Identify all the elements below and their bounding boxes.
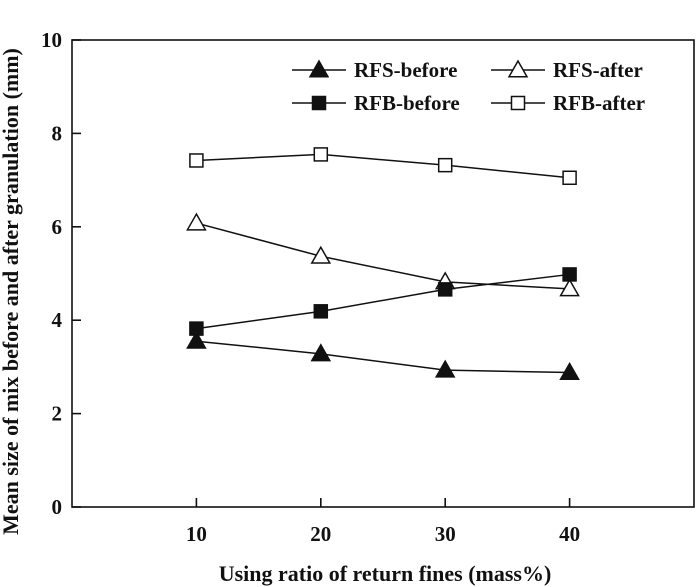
legend-marker (311, 95, 327, 111)
series-line (196, 340, 570, 374)
y-tick-label: 2 (52, 402, 63, 426)
series-rfs-after (186, 212, 580, 297)
series-rfb-before (189, 267, 577, 336)
series-layer (186, 147, 580, 381)
legend-marker (510, 95, 526, 111)
legend-marker (308, 59, 330, 78)
data-point (562, 170, 577, 186)
y-axis-label: Mean size of mix before and after granul… (0, 48, 23, 535)
x-tick-label: 40 (559, 522, 580, 546)
x-tick-label: 10 (186, 522, 207, 546)
series-rfb-after (189, 147, 577, 186)
data-point (310, 343, 332, 362)
plot-area-frame (71, 39, 695, 508)
legend-label: RFS-after (553, 58, 643, 82)
legend-label: RFB-after (553, 91, 645, 115)
data-point (559, 361, 580, 381)
x-tick-label: 30 (435, 522, 456, 546)
legend-label: RFB-before (354, 91, 460, 115)
plot-frame (71, 39, 695, 508)
axis-ticks: 10 20 30 40 0 2 4 6 8 10 (41, 28, 580, 546)
legend-label: RFS-before (354, 58, 457, 82)
data-point (313, 147, 329, 162)
data-point (186, 330, 207, 349)
legend-item-rfb-after: RFB-after (491, 91, 645, 115)
y-tick-label: 0 (52, 495, 63, 519)
legend-marker (507, 59, 529, 78)
data-point (189, 153, 204, 168)
data-point (437, 157, 453, 173)
y-tick-label: 6 (52, 215, 63, 239)
x-axis-label: Using ratio of return fines (mass%) (219, 561, 552, 586)
data-point (559, 278, 580, 297)
data-point (186, 212, 207, 231)
legend-item-rfs-after: RFS-after (491, 58, 643, 82)
y-tick-label: 4 (52, 308, 63, 332)
y-tick-label: 8 (52, 121, 63, 145)
series-line (196, 153, 570, 179)
series-line (196, 222, 570, 290)
data-point (437, 282, 453, 297)
x-tick-label: 20 (310, 522, 331, 546)
legend: RFS-before RFS-after RFB-before RFB-after (292, 58, 645, 115)
y-tick-label: 10 (41, 28, 62, 52)
legend-item-rfs-before: RFS-before (292, 58, 457, 82)
series-rfs-before (186, 330, 580, 381)
data-point (562, 267, 577, 282)
data-point (313, 304, 329, 319)
series-line (196, 273, 570, 330)
data-point (189, 321, 204, 336)
data-point (310, 245, 332, 264)
data-point (434, 359, 456, 378)
legend-item-rfb-before: RFB-before (292, 91, 460, 115)
